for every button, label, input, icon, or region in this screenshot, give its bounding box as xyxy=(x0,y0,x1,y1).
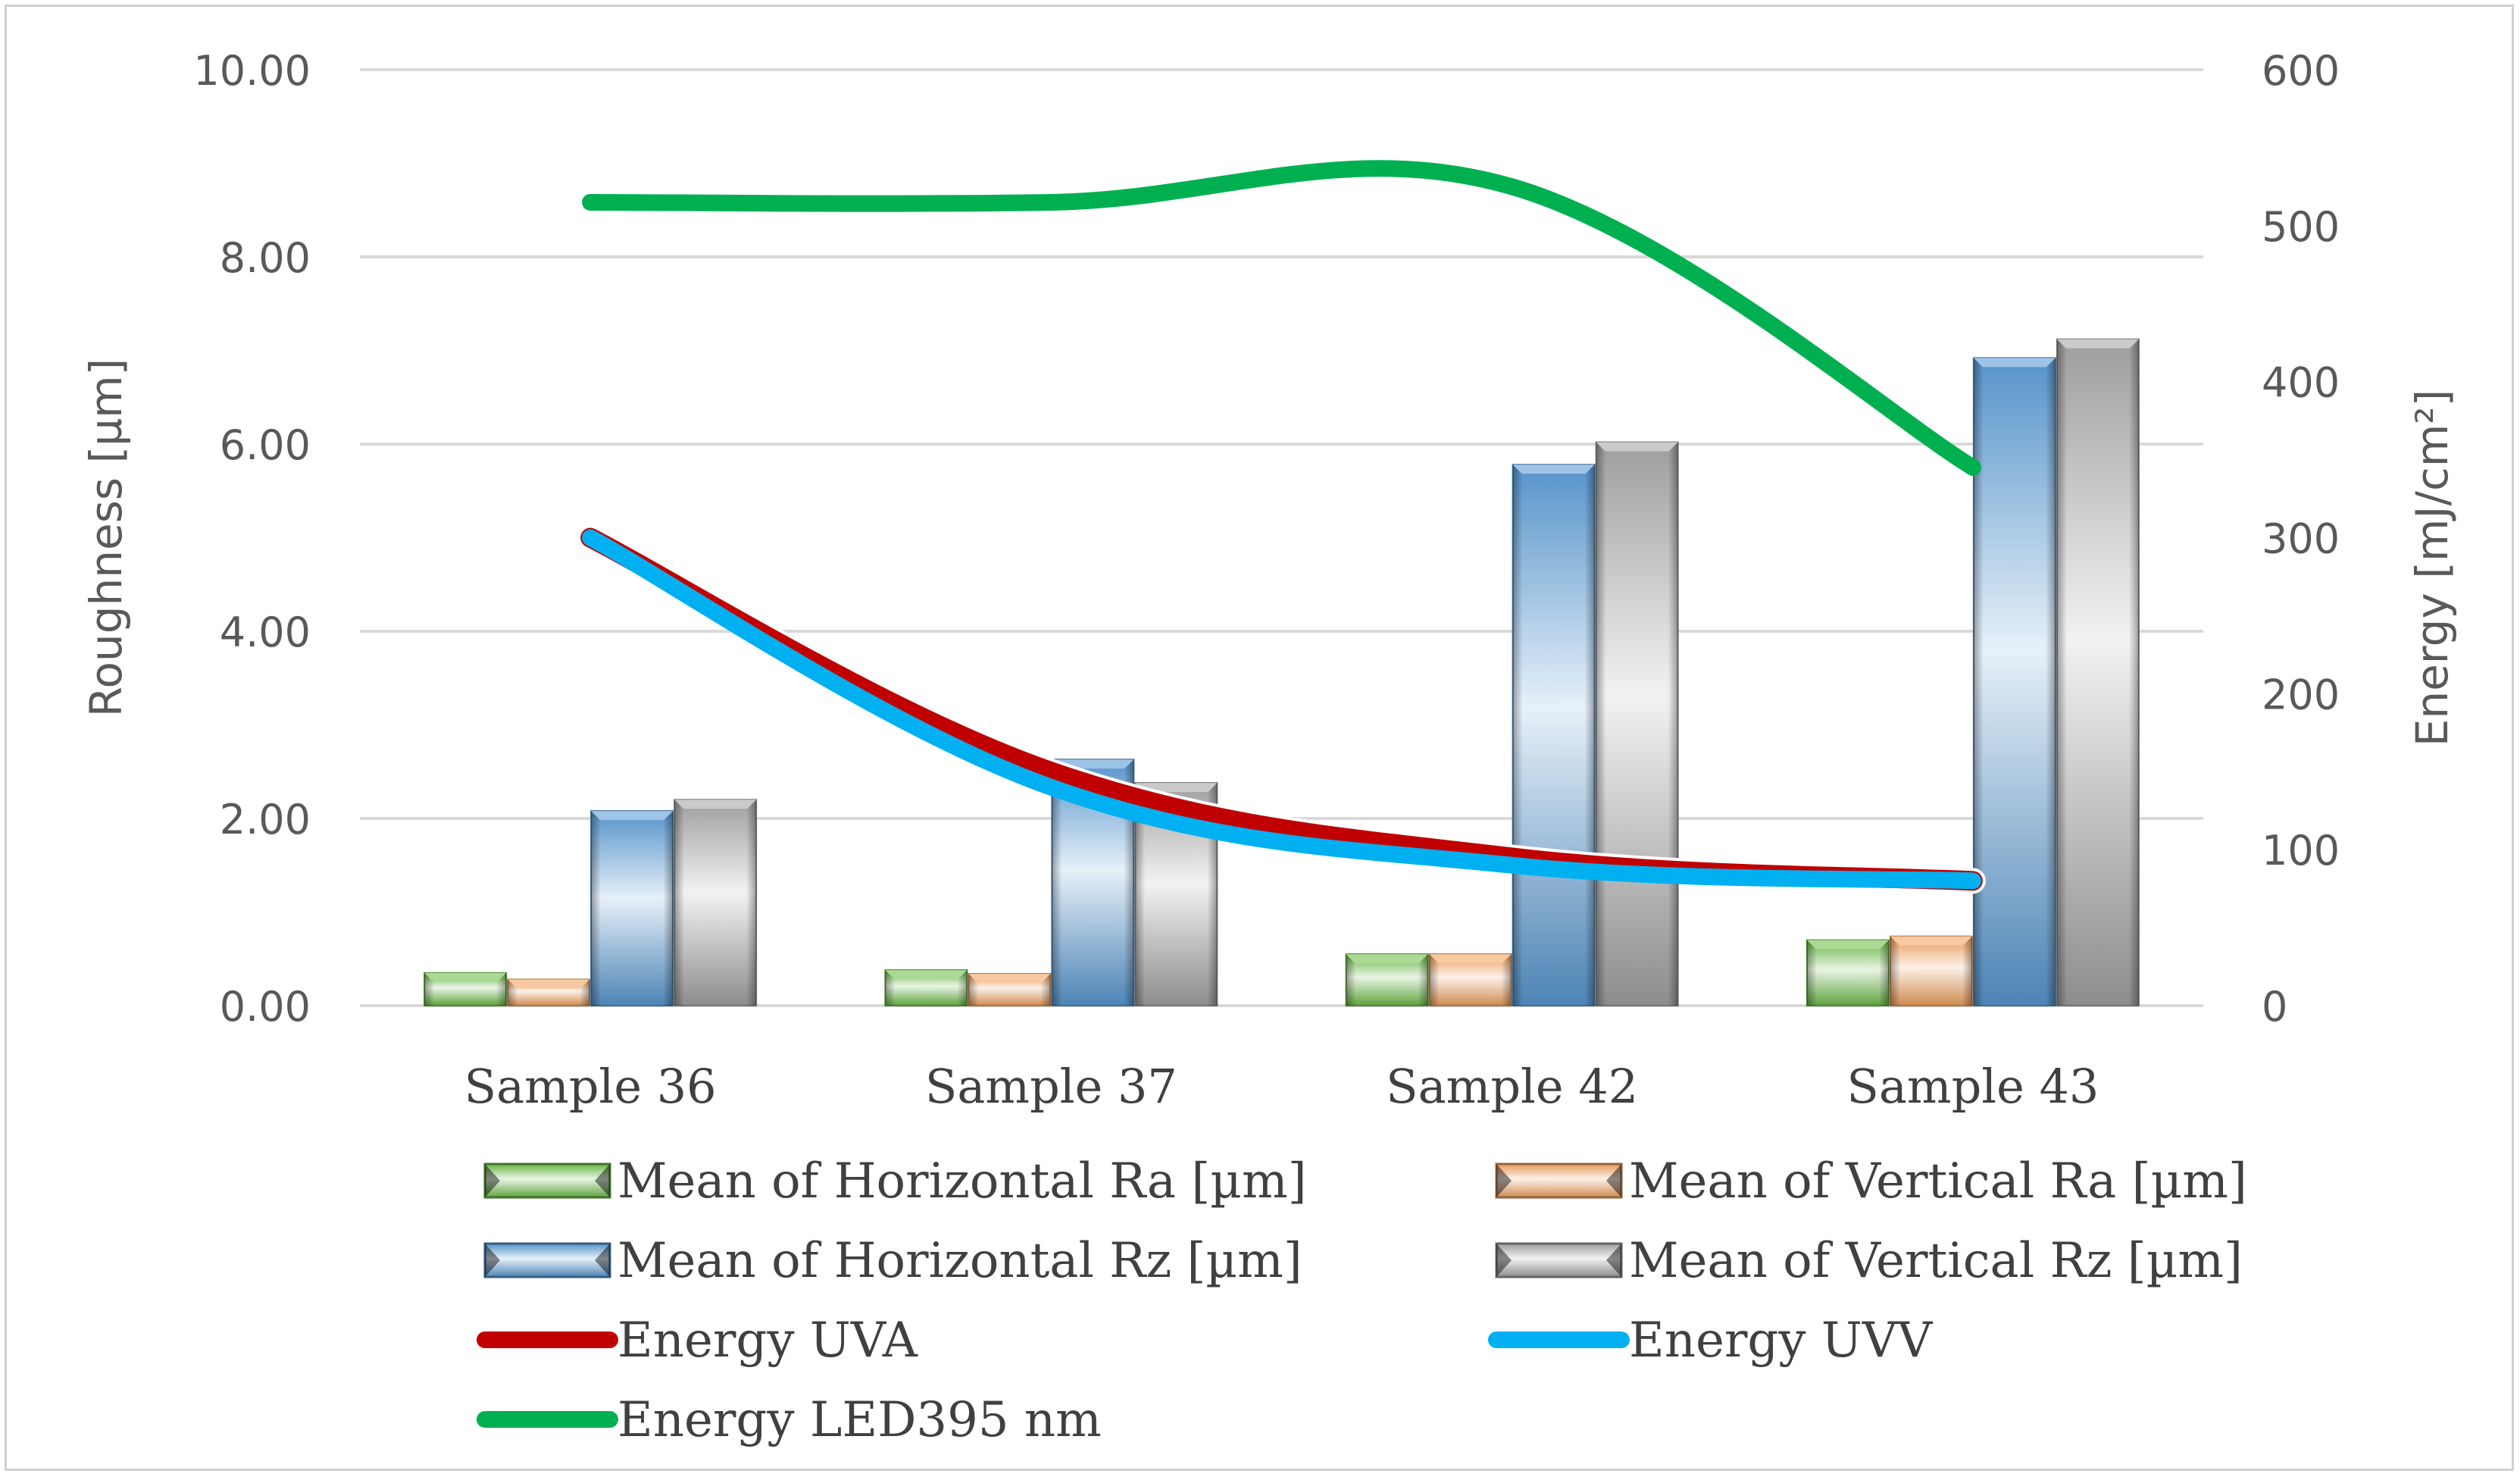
legend-swatch-bevel-right xyxy=(1606,1244,1621,1277)
y-left-tick-label: 10.00 xyxy=(193,47,311,95)
bar-shade xyxy=(674,800,757,1006)
bar-mean-of-vertical-ra-m xyxy=(507,978,591,1007)
y-left-tick-label: 2.00 xyxy=(220,796,311,843)
bar-mean-of-vertical-rz-m xyxy=(674,799,758,1007)
x-tick-label: Sample 42 xyxy=(1386,1059,1638,1114)
y-right-tick-label: 200 xyxy=(2262,671,2340,718)
y-right-axis-title: Energy [mJ/cm²] xyxy=(2406,390,2458,747)
line-path xyxy=(582,160,1981,476)
line-path xyxy=(580,527,1983,891)
legend-label: Energy LED395 nm xyxy=(617,1392,1102,1448)
bar-bevel xyxy=(968,974,1051,984)
bar-bevel xyxy=(1973,358,2056,368)
x-tick-label: Sample 36 xyxy=(464,1059,717,1114)
line-energy-uvv xyxy=(582,529,1981,890)
bar-bevel xyxy=(1346,954,1428,964)
bar-bevel xyxy=(674,800,757,809)
y-left-tick-label: 4.00 xyxy=(220,609,311,656)
legend-item-mean-of-horizontal-ra-m: Mean of Horizontal Ra [µm] xyxy=(483,1153,1307,1209)
y-right-tick-label: 300 xyxy=(2262,515,2340,563)
bar-shade xyxy=(591,811,674,1006)
legend-item-energy-uva: Energy UVA xyxy=(470,1313,918,1369)
line-layer xyxy=(577,160,1986,894)
bar-shade xyxy=(1890,936,1972,1006)
bar-bevel xyxy=(424,972,507,982)
legend: Mean of Horizontal Ra [µm] Mean of Vertic… xyxy=(470,1153,2247,1448)
legend-swatch-bevel-left xyxy=(1496,1164,1512,1197)
bar-bevel xyxy=(885,970,968,980)
bar-mean-of-horizontal-ra-m xyxy=(424,972,508,1007)
legend-swatch-bevel-left xyxy=(1496,1244,1512,1277)
y-left-tick-label: 6.00 xyxy=(220,421,311,469)
bar-bevel xyxy=(1596,442,1678,452)
legend-swatch xyxy=(1495,1163,1623,1199)
y-right-tick-label: 500 xyxy=(2262,203,2340,251)
legend-label: Mean of Vertical Ra [µm] xyxy=(1629,1153,2247,1209)
bar-shade xyxy=(1806,940,1889,1006)
bar-mean-of-vertical-ra-m xyxy=(968,973,1052,1007)
legend-label: Energy UVV xyxy=(1629,1313,1934,1369)
legend-item-mean-of-vertical-rz-m: Mean of Vertical Rz [µm] xyxy=(1495,1233,2243,1289)
bar-shade xyxy=(2056,339,2139,1006)
bar-bevel xyxy=(1890,936,1972,946)
legend-swatch-bevel-left xyxy=(485,1164,500,1197)
bar-mean-of-horizontal-rz-m xyxy=(590,810,674,1006)
bar-bevel xyxy=(508,979,590,989)
bar-mean-of-vertical-ra-m xyxy=(1428,953,1512,1006)
bar-bevel xyxy=(1429,954,1512,964)
y-right-tick-label: 600 xyxy=(2262,47,2340,95)
bar-mean-of-horizontal-ra-m xyxy=(1345,953,1429,1006)
x-tick-label: Sample 43 xyxy=(1846,1059,2099,1114)
legend-label: Mean of Horizontal Ra [µm] xyxy=(617,1153,1307,1209)
bar-mean-of-vertical-rz-m xyxy=(2056,338,2140,1006)
legend-swatch xyxy=(483,1163,611,1199)
legend-item-mean-of-horizontal-rz-m: Mean of Horizontal Rz [µm] xyxy=(483,1233,1302,1289)
bar-mean-of-horizontal-ra-m xyxy=(884,969,968,1006)
bar-mean-of-horizontal-ra-m xyxy=(1806,939,1890,1007)
bar-mean-of-vertical-ra-m xyxy=(1889,935,1973,1006)
y-left-tick-label: 8.00 xyxy=(220,234,311,282)
bar-bevel xyxy=(1512,465,1595,474)
legend-swatch-bevel-left xyxy=(485,1244,500,1277)
legend-label: Mean of Vertical Rz [µm] xyxy=(1629,1233,2243,1289)
line-energy-uva xyxy=(577,524,1986,894)
axis-layer: 0.00 2.00 4.00 6.00 8.00 10.00 0 100 200 300 400 50… xyxy=(80,47,2458,1114)
legend-swatch-bevel-right xyxy=(1606,1164,1621,1197)
bar-shade xyxy=(1512,465,1595,1006)
bar-mean-of-horizontal-rz-m xyxy=(1972,357,2056,1006)
bar-shade xyxy=(1596,442,1678,1006)
line-energy-led395-nm xyxy=(582,160,1981,476)
legend-swatch xyxy=(483,1242,611,1278)
legend-swatch-bevel-right xyxy=(595,1244,610,1277)
y-right-tick-label: 400 xyxy=(2262,359,2340,407)
legend-swatch-bevel-right xyxy=(595,1164,610,1197)
legend-label: Energy UVA xyxy=(617,1313,918,1369)
y-left-axis-title: Roughness [µm] xyxy=(80,358,132,718)
y-left-tick-label: 0.00 xyxy=(220,983,311,1031)
bar-mean-of-horizontal-rz-m xyxy=(1512,464,1596,1006)
legend-item-energy-uvv: Energy UVV xyxy=(1488,1313,1934,1369)
bar-mean-of-vertical-rz-m xyxy=(1595,441,1679,1006)
line-path xyxy=(582,529,1981,890)
x-tick-label: Sample 37 xyxy=(925,1059,1177,1114)
bar-bevel xyxy=(2056,339,2139,349)
bar-shade xyxy=(1973,358,2056,1006)
legend-label: Mean of Horizontal Rz [µm] xyxy=(617,1233,1302,1289)
legend-swatch xyxy=(1495,1242,1623,1278)
y-right-tick-label: 0 xyxy=(2262,983,2287,1031)
bar-bevel xyxy=(1806,940,1889,950)
legend-item-energy-led395-nm: Energy LED395 nm xyxy=(477,1392,1102,1448)
bar-layer xyxy=(424,338,2140,1007)
legend-item-mean-of-vertical-ra-m: Mean of Vertical Ra [µm] xyxy=(1495,1153,2247,1209)
bar-bevel xyxy=(591,811,674,821)
y-right-tick-label: 100 xyxy=(2262,827,2340,875)
chart-frame xyxy=(5,5,2514,1471)
